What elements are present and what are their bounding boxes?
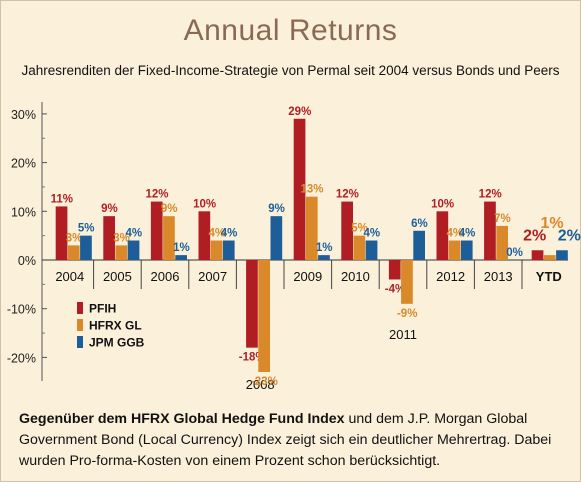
data-label: 4% xyxy=(221,228,238,240)
bar-chart: 30% 20% 10% 0% -10% -20% 2004 2005 2006 2007 2008 2… xyxy=(7,102,581,392)
bar-hfrx-gl xyxy=(163,216,175,260)
data-label: 7% xyxy=(494,213,511,225)
bar-jpm-ggb xyxy=(222,240,235,260)
y-tick-label: 0% xyxy=(18,254,36,268)
bar-pfih xyxy=(484,201,496,260)
footnote-bold: Gegenüber dem HFRX Global Hedge Fund Ind… xyxy=(19,411,345,427)
data-label: -23% xyxy=(251,376,278,388)
data-label: 9% xyxy=(101,203,118,215)
bar-jpm-ggb xyxy=(127,240,140,260)
x-tick-label: 2006 xyxy=(151,269,180,284)
bar-hfrx-gl xyxy=(448,240,461,260)
bar-pfih xyxy=(150,201,163,260)
legend-swatch xyxy=(77,336,83,348)
x-tick-label: YTD xyxy=(536,269,562,284)
x-tick-label: 2004 xyxy=(55,269,84,284)
bar-hfrx-gl xyxy=(258,260,270,373)
x-tick-label: 2011 xyxy=(389,327,417,342)
legend-swatch xyxy=(77,319,83,331)
data-label: -4% xyxy=(385,283,405,295)
bar-pfih xyxy=(531,250,544,260)
y-tick-label: 20% xyxy=(11,157,36,171)
legend-label: JPM GGB xyxy=(89,336,145,350)
legend-label: PFIH xyxy=(89,302,116,316)
legend-swatch xyxy=(77,302,83,314)
bar-jpm-ggb xyxy=(460,240,473,260)
x-tick-label: 2009 xyxy=(293,269,322,284)
data-label: 4% xyxy=(363,228,380,240)
y-tick-label: -10% xyxy=(7,303,36,317)
data-label: 4% xyxy=(125,228,142,240)
chart-subtitle: Jahresrenditen der Fixed-Income-Strategi… xyxy=(21,63,560,78)
data-label: 10% xyxy=(193,198,216,210)
x-tick-label: 2007 xyxy=(198,269,227,284)
data-label: 9% xyxy=(161,203,178,215)
data-label: 2% xyxy=(558,227,581,244)
data-label: 10% xyxy=(431,198,454,210)
data-label: 12% xyxy=(145,189,168,201)
data-label: 12% xyxy=(336,189,359,201)
data-label: 2% xyxy=(523,227,546,244)
bar-hfrx-gl xyxy=(401,260,413,304)
bar-hfrx-gl xyxy=(353,235,366,260)
bar-pfih xyxy=(436,211,449,260)
data-label: 1% xyxy=(540,215,563,232)
bar-hfrx-gl xyxy=(115,245,128,260)
legend-label: HFRX GL xyxy=(89,319,142,333)
x-tick-label: 2013 xyxy=(484,269,513,284)
x-tick-label: 2012 xyxy=(436,269,465,284)
bar-jpm-ggb xyxy=(318,255,330,260)
bar-jpm-ggb xyxy=(80,235,92,260)
data-label: 5% xyxy=(351,223,368,235)
bar-jpm-ggb xyxy=(175,255,187,260)
bar-pfih xyxy=(55,206,68,260)
bar-pfih xyxy=(341,201,353,260)
bar-jpm-ggb xyxy=(413,230,425,260)
data-label: 3% xyxy=(113,232,130,244)
bar-pfih xyxy=(293,118,306,261)
data-label: 11% xyxy=(51,193,73,205)
bar-hfrx-gl xyxy=(305,196,318,260)
data-label: 0% xyxy=(506,247,523,259)
data-label: 5% xyxy=(78,223,95,235)
data-label: 1% xyxy=(316,242,333,254)
data-label: 9% xyxy=(268,203,285,215)
y-tick-label: -20% xyxy=(7,351,36,365)
x-tick-label: 2008 xyxy=(246,377,275,392)
bar-jpm-ggb xyxy=(365,240,378,260)
data-label: 13% xyxy=(300,184,323,196)
bar-pfih xyxy=(198,211,211,260)
data-label: 4% xyxy=(208,228,225,240)
bar-jpm-ggb xyxy=(556,250,568,260)
x-tick-label: 2010 xyxy=(341,269,370,284)
bar-hfrx-gl xyxy=(496,225,508,260)
data-label: 12% xyxy=(479,189,502,201)
data-label: -9% xyxy=(397,308,417,320)
bar-pfih xyxy=(246,260,258,348)
data-label: 6% xyxy=(411,218,428,230)
y-tick-label: 30% xyxy=(11,108,36,122)
data-label: 4% xyxy=(446,228,463,240)
data-label: 4% xyxy=(459,228,476,240)
bar-jpm-ggb xyxy=(270,216,283,260)
bar-pfih xyxy=(388,260,401,280)
data-label: 29% xyxy=(288,106,311,118)
data-label: 3% xyxy=(66,232,83,244)
x-tick-label: 2005 xyxy=(103,269,132,284)
bar-hfrx-gl xyxy=(67,245,80,260)
data-label: 1% xyxy=(173,242,190,254)
bar-hfrx-gl xyxy=(210,240,223,260)
footnote-text: und dem J.P. Morgan Global Government Bo… xyxy=(19,411,552,469)
y-tick-label: 10% xyxy=(11,205,36,219)
footnote: Gegenüber dem HFRX Global Hedge Fund Ind… xyxy=(19,409,574,472)
bar-hfrx-gl xyxy=(543,255,556,260)
chart-title: Annual Returns xyxy=(183,14,398,47)
bar-pfih xyxy=(103,216,115,260)
